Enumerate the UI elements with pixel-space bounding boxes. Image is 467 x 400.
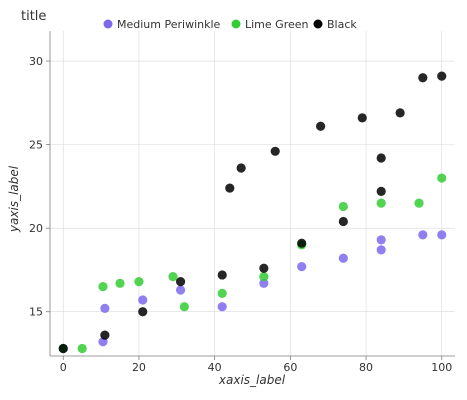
medium-periwinkle-point: [338, 253, 348, 263]
lime-green-point: [376, 198, 386, 208]
black-point: [418, 73, 428, 83]
medium-periwinkle-point: [418, 230, 428, 240]
legend-swatch-medium-periwinkle: [103, 19, 113, 29]
medium-periwinkle-point: [376, 235, 386, 245]
black-point: [357, 113, 367, 123]
black-point: [376, 153, 386, 163]
y-tick-label: 20: [29, 222, 43, 235]
black-point: [259, 263, 269, 273]
medium-periwinkle-point: [297, 262, 307, 272]
medium-periwinkle-point: [138, 295, 148, 305]
medium-periwinkle-point: [175, 285, 186, 295]
lime-green-point: [115, 278, 125, 288]
y-tick-label: 30: [29, 55, 43, 68]
medium-periwinkle-point: [437, 230, 447, 240]
black-point: [395, 108, 405, 118]
black-point: [338, 216, 348, 227]
legend-swatch-black: [313, 19, 323, 29]
black-point: [175, 277, 186, 287]
lime-green-point: [259, 272, 269, 282]
medium-periwinkle-point: [100, 303, 110, 313]
black-point: [376, 186, 386, 197]
y-tick-label: 15: [29, 306, 43, 319]
black-point: [58, 343, 68, 354]
black-point: [297, 238, 307, 248]
legend-label-medium-periwinkle: Medium Periwinkle: [117, 18, 221, 31]
black-point: [236, 163, 246, 173]
grid: [50, 31, 455, 356]
black-point: [225, 183, 235, 193]
chart-title: title: [21, 9, 46, 24]
legend: Medium Periwinkle Lime Green Black: [103, 18, 357, 31]
x-tick-label: 20: [132, 361, 146, 374]
black-point: [138, 307, 148, 317]
lime-green-point: [179, 302, 189, 312]
y-tick-label: 25: [29, 139, 43, 152]
black-point: [217, 270, 227, 280]
legend-swatch-lime-green: [231, 19, 241, 29]
medium-periwinkle-point: [259, 278, 269, 288]
legend-label-lime-green: Lime Green: [245, 18, 309, 31]
axes: 0 20 40 60 80 100 15 20 25 30: [29, 31, 455, 374]
black-point: [100, 330, 110, 340]
legend-label-black: Black: [327, 18, 357, 31]
lime-green-point: [77, 343, 87, 354]
lime-green-point: [134, 277, 144, 287]
lime-green-point: [414, 198, 424, 208]
black-point: [437, 71, 447, 81]
medium-periwinkle-point: [217, 302, 227, 312]
x-tick-label: 60: [283, 361, 297, 374]
lime-green-point: [168, 272, 178, 282]
x-axis-title: xaxis_label: [218, 373, 286, 387]
y-axis-title: yaxis_label: [7, 165, 21, 233]
lime-green-point: [437, 173, 447, 183]
lime-green-point: [217, 288, 227, 298]
medium-periwinkle-point: [376, 245, 386, 255]
data-points: [58, 71, 447, 354]
x-tick-label: 100: [431, 361, 452, 374]
black-point: [270, 146, 280, 156]
x-tick-label: 0: [60, 361, 67, 374]
black-point: [316, 121, 326, 131]
lime-green-point: [338, 201, 348, 212]
x-tick-label: 80: [359, 361, 373, 374]
lime-green-point: [98, 282, 108, 292]
x-tick-label: 40: [208, 361, 222, 374]
